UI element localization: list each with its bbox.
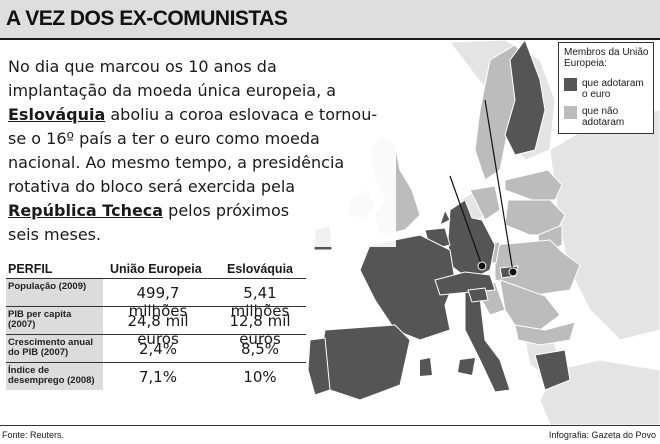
- header-slovakia: Eslováquia: [227, 262, 293, 276]
- intro-line: rotativa do bloco será exercida pela: [8, 175, 396, 199]
- czech-pointer: [449, 175, 483, 267]
- legend-title: Membros da União Europeia:: [564, 47, 649, 69]
- value-eu: 7,1%: [138, 368, 178, 386]
- value-eu: 2,4%: [138, 340, 178, 358]
- row-label: População (2009): [6, 279, 103, 306]
- intro-line: Eslováquia aboliu a coroa eslovaca e tor…: [8, 103, 396, 127]
- intro-line: No dia que marcou os 10 anos da: [8, 55, 396, 79]
- page-title: A VEZ DOS EX-COMUNISTAS: [6, 7, 288, 30]
- legend-swatch-euro: [564, 78, 577, 91]
- intro-line: se o 16º país a ter o euro como moeda: [8, 127, 396, 151]
- intro-text: No dia que marcou os 10 anos da implanta…: [8, 55, 396, 247]
- islands: [420, 358, 475, 376]
- row-label: Índice de desemprego (2008): [6, 363, 103, 390]
- table-row: Crescimento anual do PIB (2007) 2,4% 8,5…: [6, 334, 306, 362]
- row-label: Crescimento anual do PIB (2007): [6, 335, 103, 362]
- country-czech-republic: República Tcheca: [8, 201, 164, 220]
- table-header: PERFIL União Europeia Eslováquia: [6, 260, 306, 278]
- table-row: População (2009) 499,7 milhões 5,41 milh…: [6, 278, 306, 320]
- map-legend: Membros da União Europeia: que adotaram …: [558, 42, 654, 134]
- profile-table: PERFIL União Europeia Eslováquia Populaç…: [6, 260, 306, 390]
- czech-marker: [477, 261, 487, 271]
- intro-line: República Tcheca pelos próximos: [8, 199, 396, 223]
- infographic-credit: Infografia: Gazeta do Povo: [548, 430, 656, 440]
- title-bar: A VEZ DOS EX-COMUNISTAS: [0, 0, 660, 40]
- slovakia-marker: [508, 267, 518, 277]
- legend-label-euro: que adotaram o euro: [582, 78, 644, 100]
- legend-label-non-euro: que não adotaram: [582, 106, 625, 128]
- table-row: Índice de desemprego (2008) 7,1% 10%: [6, 362, 306, 390]
- legend-swatch-non-euro: [564, 106, 577, 119]
- footer-divider: [0, 425, 660, 426]
- intro-line: seis meses.: [8, 223, 396, 247]
- intro-line: nacional. Ao mesmo tempo, a presidência: [8, 151, 396, 175]
- table-row: PIB per capita (2007) 24,8 mil euros 12,…: [6, 306, 306, 348]
- value-slovakia: 8,5%: [240, 340, 280, 358]
- country-slovakia: Eslováquia: [8, 105, 106, 124]
- intro-line-rest: aboliu a coroa eslovaca e tornou-: [105, 105, 378, 124]
- row-label: PIB per capita (2007): [6, 307, 103, 334]
- header-profile: PERFIL: [8, 262, 53, 276]
- slovakia-pointer: [484, 99, 514, 273]
- intro-line-rest: pelos próximos: [163, 201, 290, 220]
- header-eu: União Europeia: [110, 262, 202, 276]
- source-credit: Fonte: Reuters.: [2, 430, 65, 440]
- value-slovakia: 10%: [243, 368, 277, 386]
- intro-line: implantação da moeda única europeia, a: [8, 79, 396, 103]
